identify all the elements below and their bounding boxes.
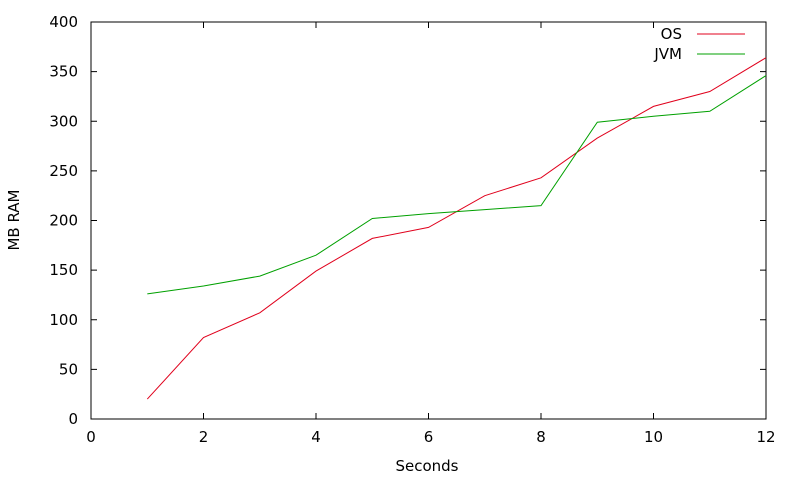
y-tick-label: 200 (49, 212, 78, 230)
y-tick-label: 350 (49, 63, 78, 81)
y-axis-label: MB RAM (5, 189, 23, 250)
y-tick-label: 150 (49, 261, 78, 279)
y-tick-label: 100 (49, 311, 78, 329)
plot-frame (90, 21, 767, 420)
y-tick-label: 50 (59, 360, 78, 378)
tick-marks (90, 21, 767, 420)
y-tick-label: 400 (49, 13, 78, 31)
y-tick-label: 0 (68, 410, 78, 428)
legend-label-os: OS (661, 25, 682, 43)
x-tick-label: 4 (311, 428, 321, 446)
legend: OS JVM (653, 25, 745, 63)
series-line-jvm (147, 75, 767, 295)
x-axis-label: Seconds (395, 457, 458, 475)
series-line-os (146, 57, 767, 400)
x-tick-label: 6 (424, 428, 434, 446)
tick-labels: 0 2 4 6 8 10 12 0 50 100 150 200 250 300 350 400 (49, 13, 775, 446)
y-tick-label: 300 (49, 112, 78, 130)
series-lines (146, 57, 767, 400)
x-tick-label: 8 (536, 428, 546, 446)
x-tick-label: 10 (644, 428, 663, 446)
y-tick-label: 250 (49, 162, 78, 180)
legend-label-jvm: JVM (653, 45, 682, 63)
x-tick-label: 2 (199, 428, 209, 446)
x-tick-label: 12 (756, 428, 775, 446)
axes (90, 21, 767, 420)
x-tick-label: 0 (86, 428, 96, 446)
